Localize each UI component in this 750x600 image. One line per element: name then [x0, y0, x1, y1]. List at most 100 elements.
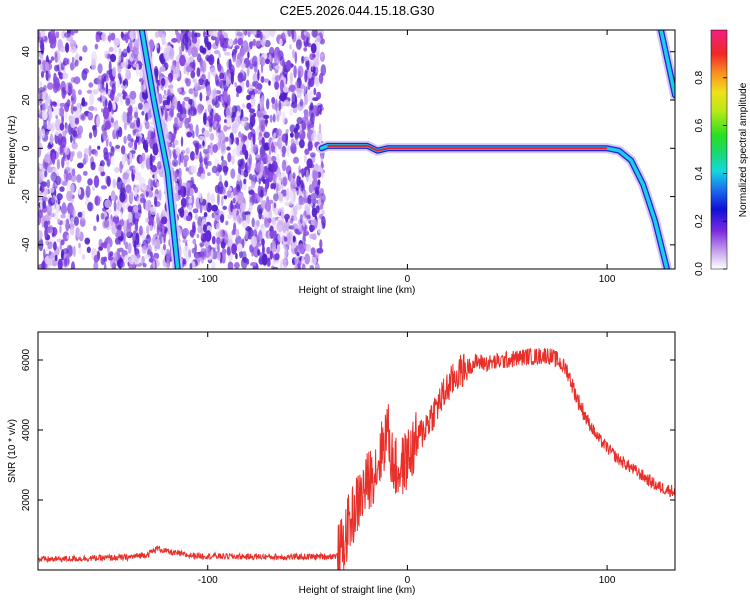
- noise-blob: [221, 155, 224, 161]
- noise-blob: [188, 98, 193, 106]
- noise-blob: [125, 184, 132, 194]
- noise-blob: [112, 178, 116, 189]
- noise-blob: [206, 192, 211, 202]
- noise-blob: [281, 111, 286, 124]
- noise-blob: [319, 239, 323, 250]
- noise-blob: [291, 30, 297, 43]
- noise-blob: [274, 146, 278, 155]
- noise-blob: [145, 218, 150, 223]
- noise-blob: [304, 69, 308, 83]
- noise-blob: [120, 95, 123, 106]
- noise-blob: [70, 104, 75, 115]
- noise-blob: [64, 146, 70, 156]
- noise-blob: [57, 137, 61, 146]
- noise-blob: [100, 212, 105, 220]
- noise-blob: [272, 113, 276, 123]
- noise-blob: [122, 172, 130, 180]
- noise-blob: [308, 123, 315, 129]
- carrier-ridge-halo: [316, 140, 672, 269]
- noise-blob: [73, 245, 76, 257]
- noise-blob: [299, 98, 304, 107]
- noise-blob: [116, 201, 120, 211]
- noise-blob: [145, 191, 149, 198]
- noise-blob: [78, 242, 81, 249]
- noise-blob: [195, 143, 199, 156]
- noise-blob: [73, 30, 79, 34]
- noise-blob: [289, 218, 294, 224]
- noise-blob: [141, 137, 146, 144]
- noise-blob: [215, 122, 221, 134]
- noise-blob: [190, 106, 197, 117]
- noise-blob: [184, 117, 190, 129]
- noise-blob: [242, 40, 249, 52]
- noise-blob: [281, 153, 286, 158]
- noise-blob: [203, 231, 211, 241]
- noise-blob: [66, 190, 73, 202]
- noise-blob: [199, 200, 203, 214]
- noise-blob: [185, 65, 193, 73]
- noise-blob: [94, 149, 99, 157]
- noise-blob: [53, 107, 60, 116]
- noise-blob: [204, 35, 209, 46]
- noise-blob: [316, 247, 324, 254]
- noise-blob: [275, 128, 283, 137]
- noise-blob: [180, 197, 187, 208]
- noise-blob: [69, 115, 76, 128]
- noise-blob: [211, 261, 216, 269]
- noise-blob: [93, 175, 100, 188]
- noise-blob: [61, 156, 65, 169]
- noise-blob: [312, 233, 317, 241]
- noise-blob: [257, 55, 261, 66]
- noise-blob: [129, 122, 136, 129]
- noise-blob: [253, 61, 258, 73]
- noise-blob: [200, 173, 206, 181]
- noise-blob: [218, 34, 225, 44]
- noise-blob: [232, 54, 236, 63]
- noise-blob: [304, 92, 309, 106]
- noise-blob: [149, 153, 153, 166]
- noise-blob: [103, 147, 108, 156]
- noise-blob: [41, 128, 45, 139]
- noise-blob: [275, 99, 278, 112]
- noise-blob: [159, 66, 166, 72]
- noise-blob: [38, 108, 41, 115]
- noise-blob: [259, 72, 262, 77]
- noise-blob: [144, 200, 151, 212]
- noise-blob: [161, 216, 168, 225]
- noise-blob: [71, 150, 75, 157]
- noise-blob: [77, 211, 83, 218]
- noise-blob: [51, 152, 56, 165]
- noise-blob: [215, 243, 218, 250]
- noise-blob: [103, 262, 107, 269]
- noise-blob: [192, 130, 195, 139]
- noise-blob: [60, 136, 67, 148]
- noise-blob: [188, 249, 192, 258]
- noise-blob: [281, 145, 287, 155]
- noise-blob: [138, 225, 143, 236]
- noise-blob: [196, 233, 200, 239]
- noise-blob: [260, 56, 266, 67]
- snr-series-line: [38, 348, 675, 570]
- noise-blob: [230, 200, 234, 213]
- noise-blob: [179, 151, 184, 164]
- noise-blob: [138, 205, 141, 210]
- noise-blob: [163, 243, 166, 251]
- noise-blob: [82, 68, 89, 75]
- noise-blob: [235, 58, 241, 68]
- noise-blob: [38, 197, 41, 202]
- noise-blob: [274, 253, 280, 261]
- noise-blob: [206, 160, 212, 166]
- noise-blob: [172, 142, 176, 149]
- noise-blob: [201, 73, 206, 81]
- noise-blob: [156, 238, 161, 250]
- noise-blob: [132, 63, 138, 68]
- noise-blob: [263, 131, 270, 139]
- noise-blob: [223, 51, 231, 56]
- noise-blob: [273, 221, 278, 234]
- noise-blob: [59, 46, 66, 53]
- noise-blob: [71, 141, 78, 150]
- noise-blob: [149, 224, 153, 232]
- noise-blob: [91, 186, 96, 191]
- noise-blob: [248, 173, 253, 181]
- noise-blob: [312, 169, 318, 182]
